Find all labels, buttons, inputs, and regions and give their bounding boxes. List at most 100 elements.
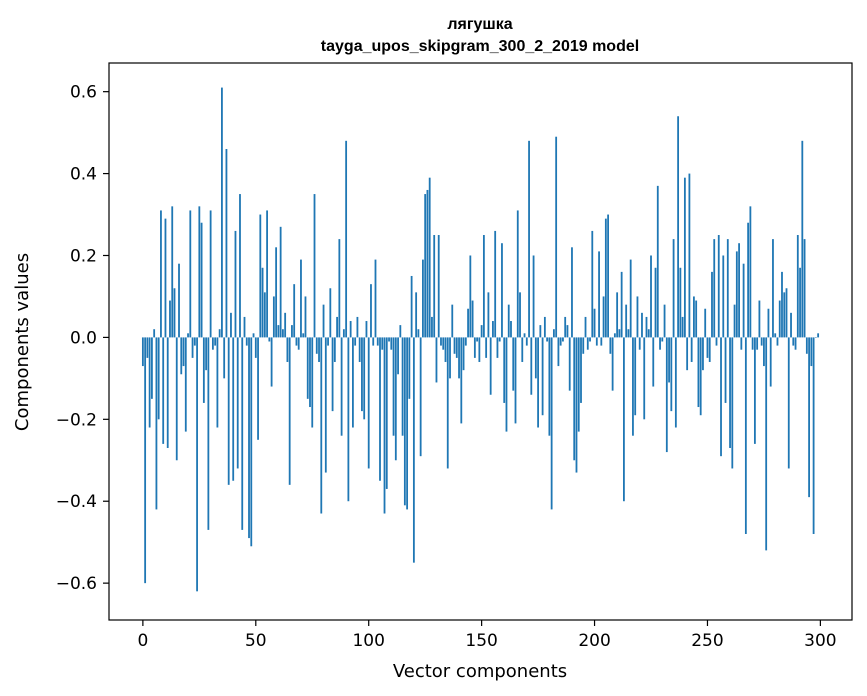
bar-176: [539, 325, 542, 338]
bar-196: [584, 316, 587, 338]
bar-86: [336, 316, 338, 338]
bar-267: [744, 337, 747, 534]
bar-135: [446, 337, 449, 469]
bar-87: [338, 239, 341, 338]
bar-231: [663, 304, 666, 338]
bar-202: [598, 251, 600, 338]
bar-147: [473, 337, 476, 358]
x-tick-label: 0: [137, 631, 148, 651]
bar-74: [309, 337, 311, 408]
bar-275: [763, 337, 765, 367]
bar-295: [808, 337, 810, 498]
bar-239: [681, 316, 684, 338]
bar-236: [674, 337, 677, 428]
bar-162: [507, 304, 510, 338]
bar-165: [514, 337, 517, 424]
bar-17: [180, 337, 183, 375]
bar-91: [347, 337, 350, 502]
bar-54: [263, 292, 266, 338]
y-tick-label: −0.4: [56, 492, 97, 512]
bar-160: [503, 337, 506, 403]
bar-141: [460, 337, 463, 424]
bar-92: [349, 321, 352, 338]
bar-198: [589, 337, 591, 342]
bar-189: [568, 337, 571, 391]
bar-210: [616, 292, 619, 338]
bar-296: [810, 337, 813, 367]
bar-42: [236, 337, 239, 469]
bar-51: [257, 337, 259, 440]
x-tick-label: 100: [352, 631, 384, 651]
bar-116: [403, 337, 406, 506]
bar-96: [358, 337, 361, 362]
bar-112: [394, 337, 397, 461]
bar-195: [582, 337, 585, 354]
bar-245: [695, 300, 698, 338]
bar-5: [153, 329, 156, 338]
bar-119: [410, 275, 413, 338]
bar-242: [688, 173, 691, 338]
bar-45: [243, 316, 246, 338]
bar-80: [322, 304, 325, 338]
bar-60: [277, 325, 280, 338]
bar-145: [469, 255, 472, 338]
bar-211: [618, 329, 621, 338]
bar-179: [546, 337, 549, 342]
bar-224: [647, 329, 650, 338]
bar-228: [656, 185, 659, 338]
bar-167: [519, 292, 521, 338]
bar-79: [320, 337, 323, 514]
bar-144: [467, 308, 469, 338]
bar-251: [708, 337, 711, 362]
bar-277: [767, 308, 770, 338]
bar-192: [575, 337, 578, 473]
bar-71: [302, 333, 305, 338]
bar-164: [512, 337, 515, 391]
bar-273: [758, 300, 761, 338]
bar-93: [351, 337, 354, 428]
bar-10: [164, 218, 167, 338]
bar-67: [293, 284, 296, 338]
bar-207: [609, 337, 612, 354]
bar-34: [218, 329, 221, 338]
bar-53: [261, 267, 264, 338]
bar-117: [406, 337, 409, 510]
bar-240: [683, 177, 686, 338]
bar-190: [571, 247, 573, 338]
bar-250: [706, 337, 709, 358]
bar-271: [753, 337, 756, 444]
bar-286: [787, 337, 790, 469]
bar-63: [284, 312, 287, 338]
bar-252: [711, 271, 713, 338]
bar-155: [492, 321, 494, 338]
bars-group: [141, 87, 820, 592]
bar-297: [812, 337, 815, 534]
plot-frame: [108, 62, 853, 621]
bar-43: [239, 194, 241, 338]
bar-173: [532, 255, 535, 338]
bar-216: [629, 259, 632, 338]
bar-12: [169, 300, 171, 338]
bar-151: [482, 235, 485, 338]
bar-181: [550, 337, 553, 510]
bar-139: [455, 337, 458, 358]
bar-9: [162, 337, 165, 444]
bar-153: [487, 292, 490, 338]
bar-140: [458, 337, 460, 379]
bar-131: [437, 235, 440, 338]
bar-264: [738, 243, 740, 338]
bar-21: [189, 210, 192, 338]
bar-124: [422, 259, 424, 338]
bar-68: [295, 337, 298, 346]
bar-32: [214, 337, 217, 346]
bar-73: [306, 337, 309, 399]
bar-100: [367, 337, 370, 469]
bar-197: [586, 337, 589, 350]
bar-109: [388, 337, 390, 342]
bar-161: [505, 337, 508, 432]
bar-156: [494, 230, 497, 338]
bar-44: [241, 337, 244, 530]
bar-0: [141, 337, 144, 367]
bar-122: [417, 329, 420, 338]
bar-46: [245, 337, 248, 346]
